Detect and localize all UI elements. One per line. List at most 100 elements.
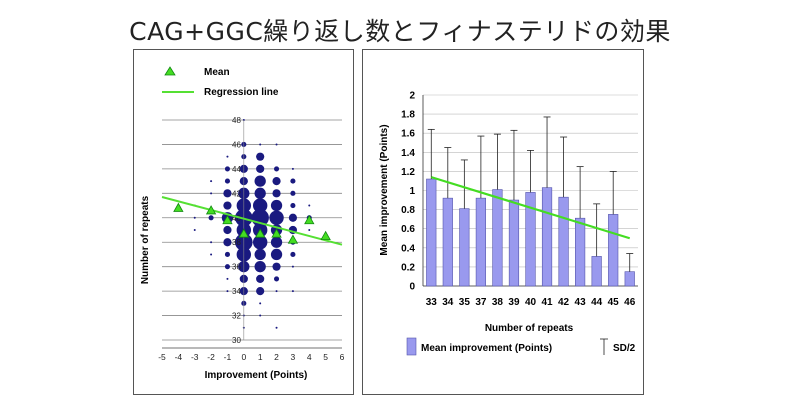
x-tick-label: 43 <box>575 297 587 308</box>
bar <box>575 217 586 287</box>
bubble-point <box>290 190 296 196</box>
y-tick-label: 1.2 <box>401 167 415 178</box>
x-tick-label: 40 <box>525 297 537 308</box>
y-axis-title: Mean improvement (Points) <box>379 124 390 255</box>
x-tick-label: -2 <box>207 352 215 362</box>
bubble-point <box>272 189 281 198</box>
legend-label-regression: Regression line <box>204 87 279 98</box>
bubble-point <box>272 262 281 271</box>
bubble-point <box>254 248 266 261</box>
x-tick-label: 45 <box>608 297 620 308</box>
y-tick-label: 40 <box>232 214 241 223</box>
bar <box>475 197 486 287</box>
legend-bar-swatch <box>406 337 417 356</box>
x-tick-label: 34 <box>442 297 454 308</box>
bubble-point <box>270 236 283 248</box>
x-tick-label: -5 <box>158 352 166 362</box>
bar <box>459 208 470 287</box>
bubble-point <box>275 290 278 293</box>
bubble-point <box>193 216 196 219</box>
scatter-panel: 30 32 34 36 38 40 42 44 46 48 -5 -4 -3 -2 -1 0 1 2 3 4 5 6 M… <box>133 49 354 395</box>
bubble-point <box>224 264 231 270</box>
y-tick-label: 36 <box>232 263 241 272</box>
x-tick-label: 41 <box>541 297 553 308</box>
x-tick-label: -4 <box>175 352 183 362</box>
y-tick-label: 32 <box>232 312 241 321</box>
bar-panel: 0 0.2 0.4 0.6 0.8 1 1.2 1.4 1.6 1.8 2 33 34 35 37 38 39… <box>362 49 644 395</box>
x-tick-label: 6 <box>340 352 345 362</box>
x-tick-label: 4 <box>307 352 312 362</box>
y-tick-label: 1.8 <box>401 110 415 121</box>
bubble-point <box>275 326 278 329</box>
bubble-point <box>226 277 229 280</box>
bubble-point <box>270 248 283 261</box>
x-tick-label: 42 <box>558 297 570 308</box>
bubble-point <box>259 302 262 305</box>
bubble-point <box>224 178 231 184</box>
bubble-point <box>223 201 232 210</box>
y-tick-label: 2 <box>409 91 415 102</box>
y-tick-label: 42 <box>232 189 241 198</box>
bubble-point <box>252 198 268 213</box>
bubble-point <box>291 290 294 293</box>
bubble-point <box>256 152 265 161</box>
bubble-point <box>210 253 213 256</box>
mean-marker <box>238 228 250 238</box>
bubble-point <box>308 204 311 207</box>
legend-label-mean: Mean <box>204 67 230 78</box>
x-tick-label: 39 <box>508 297 520 308</box>
bubble-point <box>223 238 232 247</box>
bubble-point <box>290 251 296 257</box>
bubble-point <box>208 215 214 221</box>
bubble-point <box>254 187 266 199</box>
bubble-point <box>224 251 231 257</box>
bubble-point <box>210 192 213 195</box>
mean-marker <box>304 214 315 225</box>
y-tick-label: 0.8 <box>401 205 415 216</box>
bubble-point <box>288 213 298 222</box>
x-tick-label: 44 <box>591 297 603 308</box>
bar <box>558 196 569 287</box>
x-axis-title: Improvement (Points) <box>205 370 308 381</box>
x-tick-label: 33 <box>426 297 438 308</box>
mean-marker <box>205 205 217 215</box>
x-tick-label: 46 <box>624 297 636 308</box>
legend-label-sd: SD/2 <box>613 343 636 354</box>
x-tick-label: -1 <box>224 352 232 362</box>
legend-mean-marker <box>164 66 176 76</box>
y-tick-label: 1 <box>409 186 415 197</box>
bubble-point <box>223 189 232 198</box>
bar <box>492 189 503 287</box>
bubble-point <box>226 290 229 293</box>
x-tick-label: 1 <box>258 352 263 362</box>
bubble-point <box>259 314 262 317</box>
bubble-point <box>270 199 283 212</box>
regression-line <box>161 196 343 246</box>
x-tick-label: 35 <box>459 297 471 308</box>
x-tick-label: 5 <box>323 352 328 362</box>
bubble-point <box>226 155 229 158</box>
bar <box>541 187 553 287</box>
bar <box>508 199 520 287</box>
bar <box>442 197 453 287</box>
bubble-point <box>275 143 278 146</box>
bubble-point <box>259 143 262 146</box>
bar <box>591 256 602 287</box>
y-tick-label: 44 <box>232 165 241 174</box>
y-tick-label: 0.4 <box>401 243 415 254</box>
bubble-point <box>256 287 265 296</box>
y-tick-label: 38 <box>232 238 241 247</box>
x-tick-label: 3 <box>291 352 296 362</box>
y-tick-label: 1.6 <box>401 129 415 140</box>
bubble-point <box>290 178 296 184</box>
x-tick-label: 2 <box>274 352 279 362</box>
x-axis-title: Number of repeats <box>485 323 574 334</box>
bar <box>608 214 619 287</box>
y-tick-label: 0 <box>409 282 415 293</box>
bubble-point <box>193 229 196 231</box>
bubble-point <box>269 210 284 225</box>
y-tick-label: 30 <box>232 336 241 345</box>
y-tick-label: 0.2 <box>401 262 415 273</box>
mean-marker <box>287 234 299 244</box>
bubble-point <box>273 166 280 172</box>
